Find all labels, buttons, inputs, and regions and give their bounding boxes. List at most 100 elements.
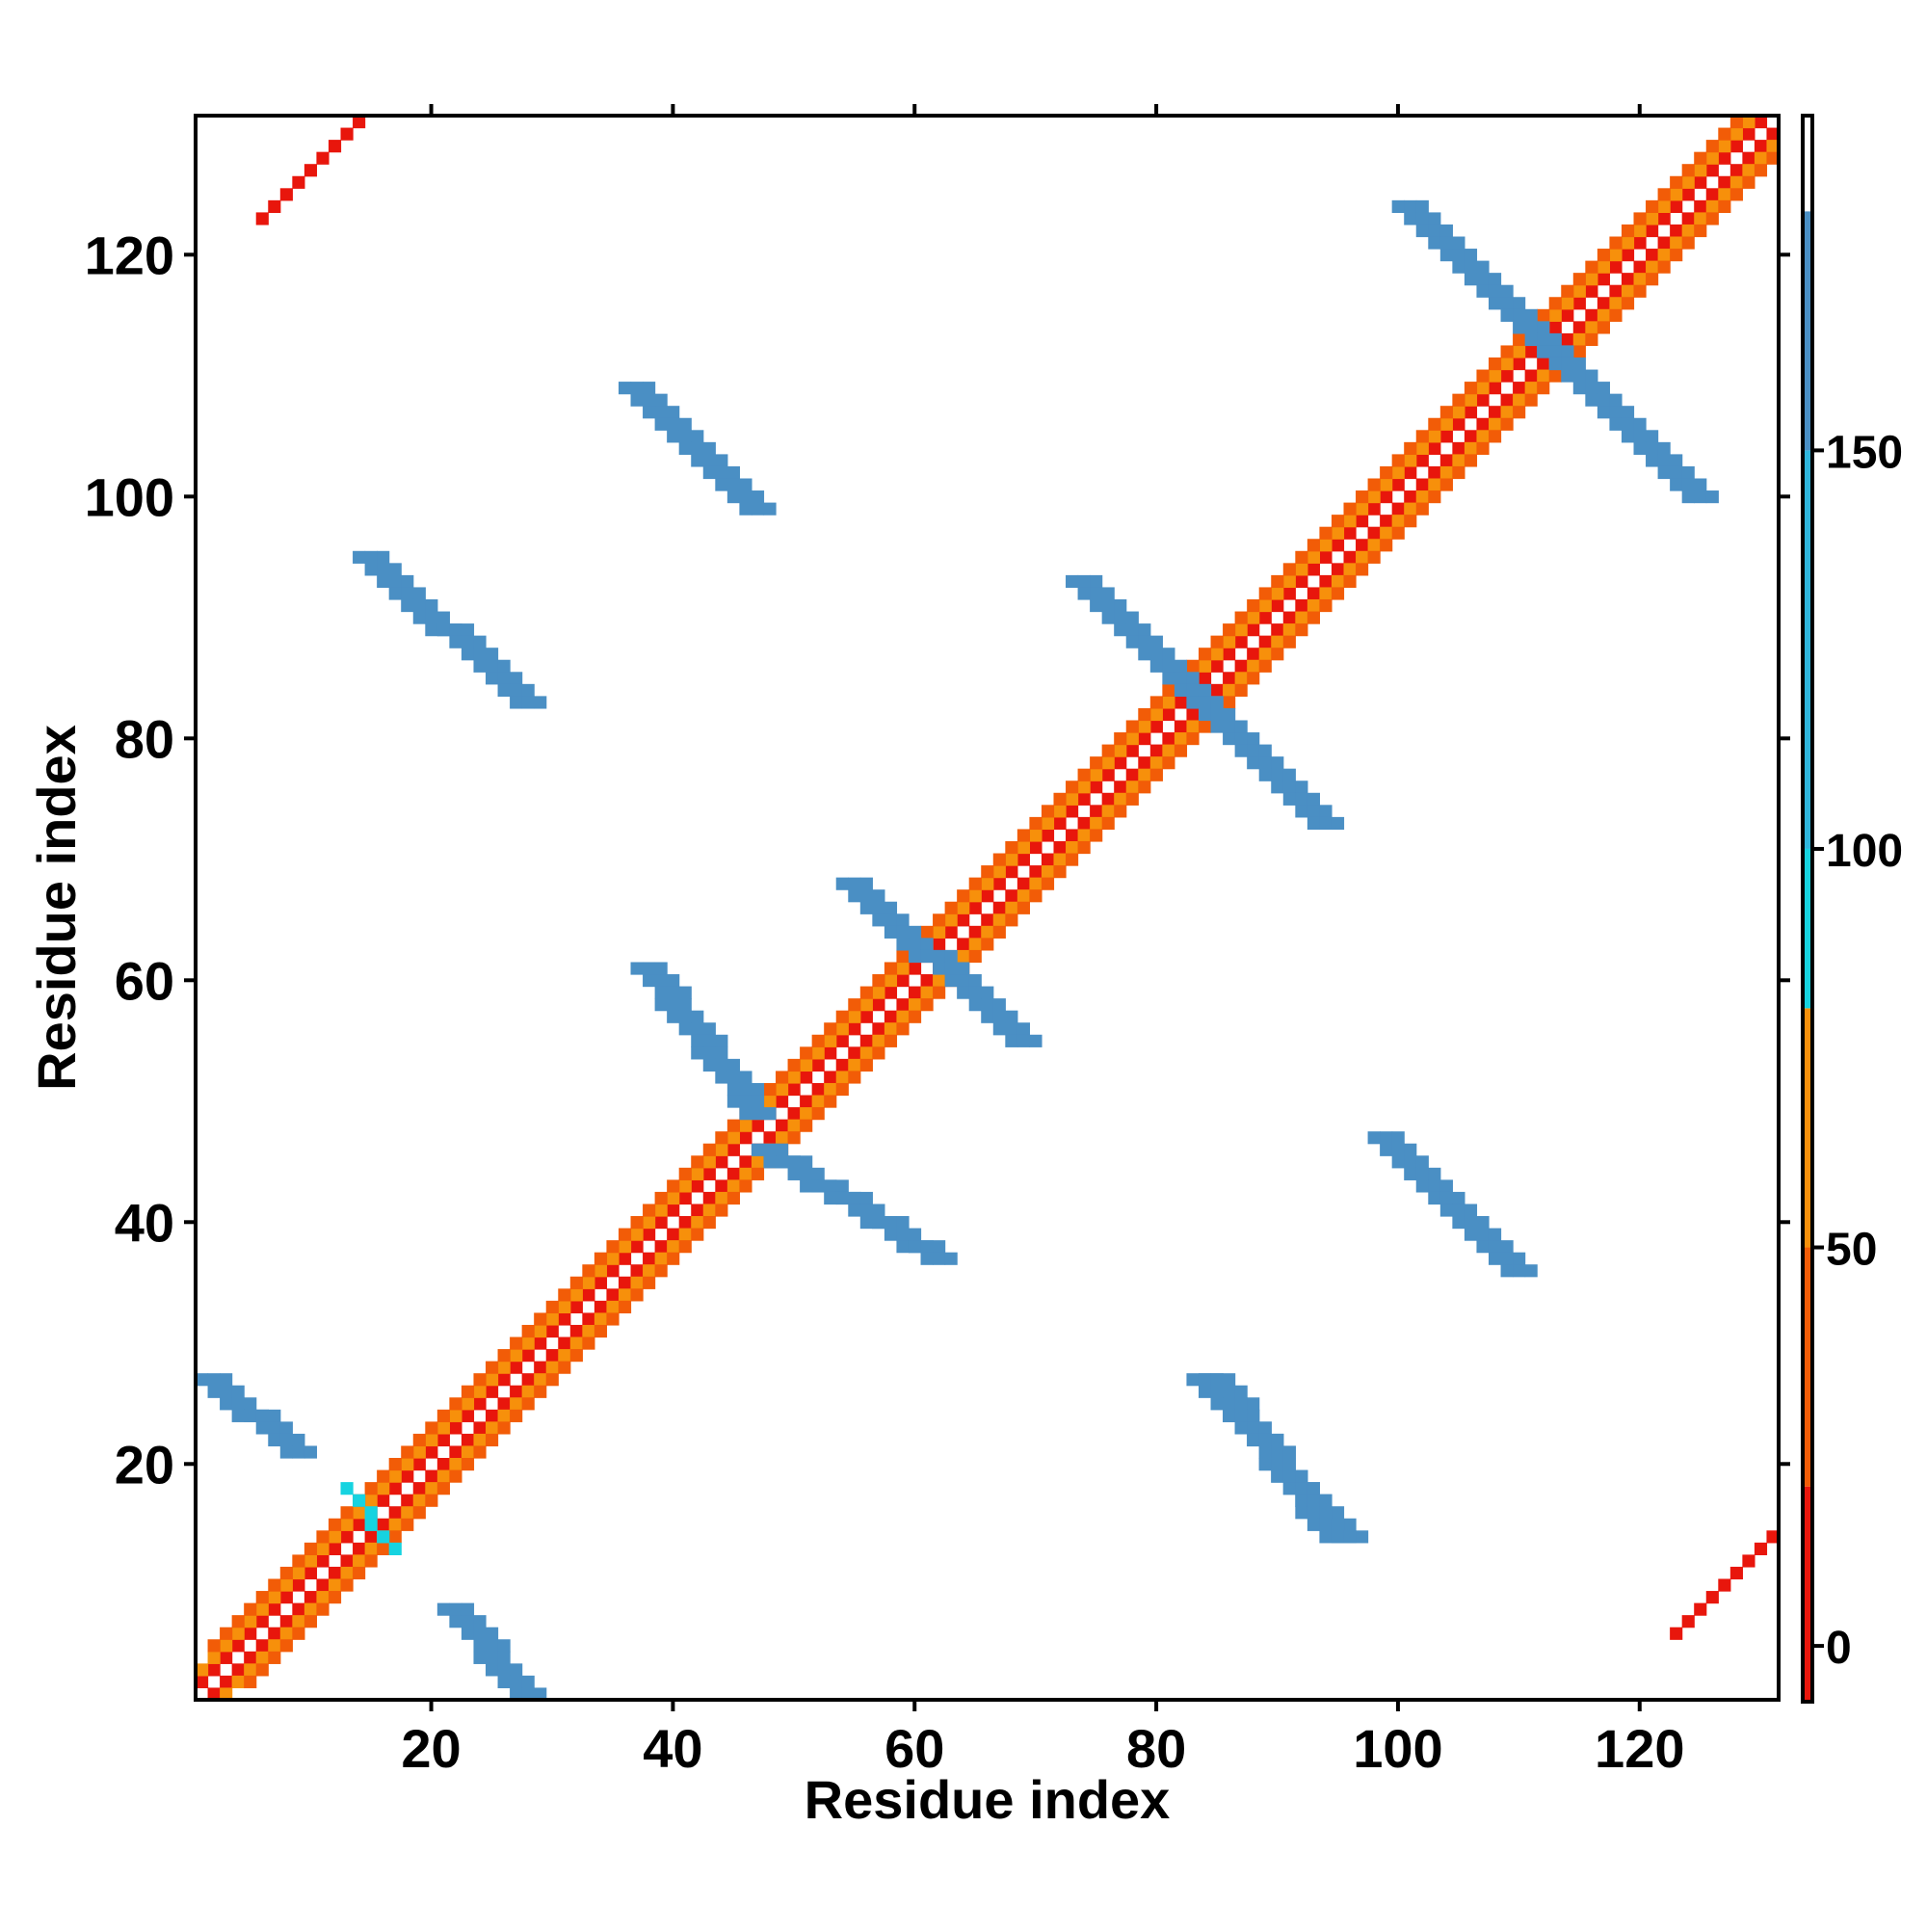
contact-cell	[1029, 816, 1043, 831]
contact-cell	[534, 1337, 547, 1350]
contact-cell	[739, 490, 752, 504]
contact-cell	[1210, 707, 1224, 722]
contact-cell	[220, 1675, 233, 1689]
contact-cell	[1307, 1482, 1321, 1495]
contact-cell	[497, 683, 511, 697]
contact-cell	[824, 1082, 837, 1097]
contact-cell	[497, 659, 511, 673]
contact-cell	[412, 1433, 426, 1447]
contact-cell	[1016, 840, 1030, 855]
contact-cell	[1621, 273, 1635, 286]
contact-cell	[1585, 308, 1598, 322]
contact-cell	[992, 1010, 1006, 1023]
contact-cell	[486, 1433, 499, 1447]
contact-cell	[944, 974, 958, 988]
contact-cell	[1500, 345, 1514, 358]
contact-cell	[1210, 635, 1224, 648]
contact-cell	[1319, 587, 1333, 600]
contact-cell	[1029, 829, 1043, 842]
contact-cell	[1247, 648, 1260, 661]
contact-cell	[667, 1204, 680, 1217]
colorbar-band	[1803, 848, 1812, 1009]
contact-cell	[353, 1554, 366, 1568]
contact-cell	[1476, 1216, 1490, 1230]
contact-cell	[340, 127, 354, 141]
contact-cell	[1247, 672, 1260, 685]
contact-cell	[1391, 526, 1405, 540]
contact-cell	[1681, 188, 1695, 201]
contact-cell	[521, 696, 535, 709]
y-axis-ticks: 20 40 60 80 100 120	[85, 225, 1790, 1495]
contact-cell	[908, 1010, 922, 1023]
contact-cell	[545, 1373, 559, 1387]
contact-cell	[364, 563, 378, 576]
contact-cell	[279, 188, 293, 201]
contact-cell	[1149, 720, 1163, 733]
contact-cell	[473, 1373, 487, 1387]
contact-cell	[425, 1445, 438, 1459]
contact-cell	[787, 1119, 801, 1132]
contact-cell	[1621, 430, 1635, 443]
contact-cell	[521, 1397, 535, 1411]
contact-cell	[1513, 308, 1526, 322]
contact-cell	[1234, 1385, 1248, 1398]
contact-cell	[618, 1228, 632, 1241]
contact-cell	[1380, 1131, 1393, 1145]
contact-cell	[1247, 611, 1260, 624]
contact-cell	[751, 490, 765, 504]
contact-cell	[835, 877, 849, 890]
contact-cell	[353, 1518, 366, 1531]
contact-cell	[1705, 140, 1719, 153]
contact-cell	[933, 986, 946, 999]
contact-cell	[1307, 539, 1321, 552]
contact-cell	[678, 1167, 692, 1180]
contact-cell	[992, 877, 1006, 890]
contact-cell	[1258, 648, 1272, 661]
contact-cell	[848, 1046, 861, 1060]
contact-cell	[1198, 720, 1212, 733]
contact-cell	[1282, 563, 1296, 576]
contact-cell	[1705, 1591, 1719, 1604]
contact-cell	[1101, 587, 1115, 600]
contact-cell	[1174, 696, 1188, 709]
contact-cell	[304, 1445, 318, 1459]
contact-cell	[594, 1324, 608, 1338]
contact-cell	[461, 1445, 475, 1459]
contact-cell	[1754, 151, 1768, 165]
contact-cell	[1271, 756, 1284, 770]
contact-cell	[1621, 224, 1635, 238]
contact-cell	[1319, 1530, 1333, 1544]
contact-cell	[1186, 672, 1200, 685]
contact-cell	[776, 1155, 789, 1169]
contact-cell	[715, 1071, 728, 1084]
contact-cell	[461, 1615, 475, 1628]
contact-cell	[1452, 417, 1465, 431]
contact-cell	[702, 1167, 716, 1180]
contact-cell	[654, 1264, 668, 1278]
contact-cell	[859, 1046, 873, 1060]
contact-cell	[1271, 1469, 1284, 1483]
contact-cell	[618, 382, 632, 395]
contact-cell	[884, 901, 898, 914]
contact-cell	[1090, 805, 1103, 818]
contact-cell	[702, 465, 716, 480]
contact-cell	[1247, 598, 1260, 613]
contact-cell	[436, 611, 450, 624]
contact-cell	[691, 1216, 704, 1230]
contact-cell	[1271, 1458, 1284, 1471]
contact-cell	[558, 1312, 571, 1326]
contact-cell	[702, 454, 716, 467]
contact-cell	[436, 623, 450, 637]
contact-cell	[279, 1421, 293, 1435]
contact-cell	[1548, 332, 1562, 347]
contact-cell	[1041, 853, 1055, 866]
contact-cell	[872, 1046, 885, 1060]
contact-cell	[486, 1663, 499, 1677]
contact-cell	[449, 1602, 462, 1616]
contact-cell	[1597, 249, 1611, 262]
contact-cell	[1548, 357, 1562, 371]
contact-cell	[739, 1179, 752, 1193]
contact-cell	[1428, 236, 1441, 250]
contact-cell	[776, 1143, 789, 1156]
contact-cell	[896, 925, 910, 939]
